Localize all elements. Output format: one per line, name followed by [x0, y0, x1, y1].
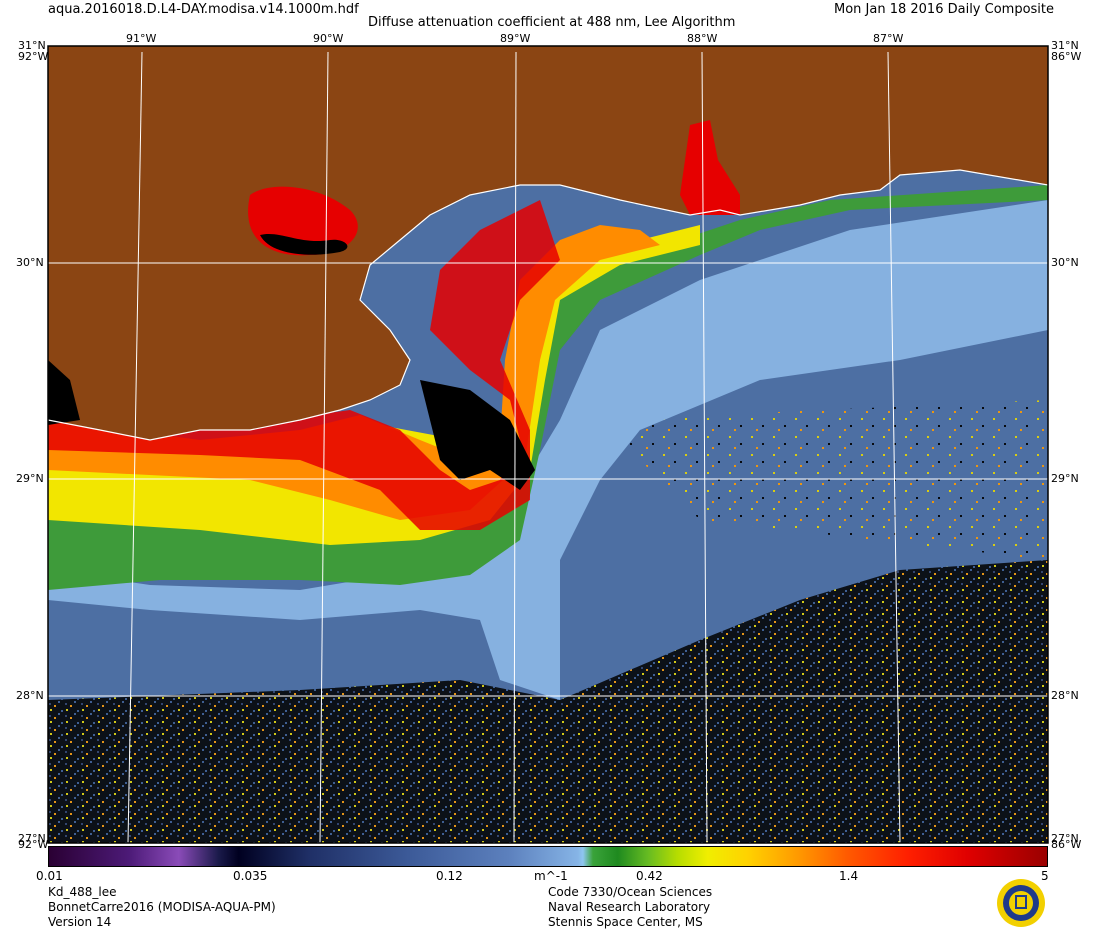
speckle-region — [600, 400, 1048, 560]
mid-water-region — [48, 200, 1048, 700]
org-code: Code 7330/Ocean Sciences — [548, 885, 713, 899]
colorbar — [48, 846, 1048, 867]
colorbar-tick-0-42: 0.42 — [636, 869, 663, 883]
colorbar-tick-5: 5 — [1041, 869, 1049, 883]
colorbar-tick-0-035: 0.035 — [233, 869, 268, 883]
corner-lon-top-left: 92°W — [18, 50, 49, 63]
corner-lat-top-right: 31°N — [1051, 39, 1079, 52]
lat-label-30n-right: 30°N — [1051, 256, 1079, 269]
corner-lon-top-right: 86°W — [1051, 50, 1082, 63]
lat-label-28n-left: 28°N — [16, 689, 44, 702]
lon-label-91w: 91°W — [126, 32, 157, 45]
org-name: Naval Research Laboratory — [548, 900, 711, 914]
corner-lon-bottom-right: 86°W — [1051, 838, 1082, 851]
corner-lat-bottom-left: 27°N — [18, 832, 46, 845]
delta-no-data — [420, 380, 535, 490]
date-label: Mon Jan 18 2016 Daily Composite — [834, 2, 1055, 17]
map-title: Diffuse attenuation coefficient at 488 n… — [368, 15, 736, 30]
west-no-data — [48, 360, 80, 425]
colorbar-tick-1-4: 1.4 — [839, 869, 859, 883]
lat-label-29n-left: 29°N — [16, 472, 44, 485]
dataset-name: BonnetCarre2016 (MODISA-AQUA-PM) — [48, 900, 276, 914]
lon-label-88w: 88°W — [687, 32, 718, 45]
lat-label-30n-left: 30°N — [16, 256, 44, 269]
lat-label-29n-right: 29°N — [1051, 472, 1079, 485]
lat-label-28n-right: 28°N — [1051, 689, 1079, 702]
corner-lat-bottom-right: 27°N — [1051, 832, 1079, 845]
colorbar-unit-label: m^-1 — [534, 869, 568, 883]
red-water-region — [48, 200, 560, 530]
lon-label-90w: 90°W — [313, 32, 344, 45]
corner-lat-top-left: 31°N — [18, 39, 46, 52]
bay-region — [680, 120, 740, 215]
corner-lon-bottom-left: 92°W — [18, 838, 49, 851]
org-location: Stennis Space Center, MS — [548, 915, 703, 929]
version-label: Version 14 — [48, 915, 112, 929]
no-data-region — [48, 560, 1048, 843]
map-frame — [47, 45, 1049, 844]
coastline — [48, 169, 1048, 441]
land-region — [48, 46, 1048, 440]
colorbar-tick-0-12: 0.12 — [436, 869, 463, 883]
product-name: Kd_488_lee — [48, 885, 117, 899]
nrl-seal-icon — [997, 879, 1045, 927]
filename-label: aqua.2016018.D.L4-DAY.modisa.v14.1000m.h… — [48, 2, 359, 17]
colorbar-tick-0-01: 0.01 — [36, 869, 63, 883]
lon-label-87w: 87°W — [873, 32, 904, 45]
graticule — [48, 46, 1048, 843]
lon-label-89w: 89°W — [500, 32, 531, 45]
